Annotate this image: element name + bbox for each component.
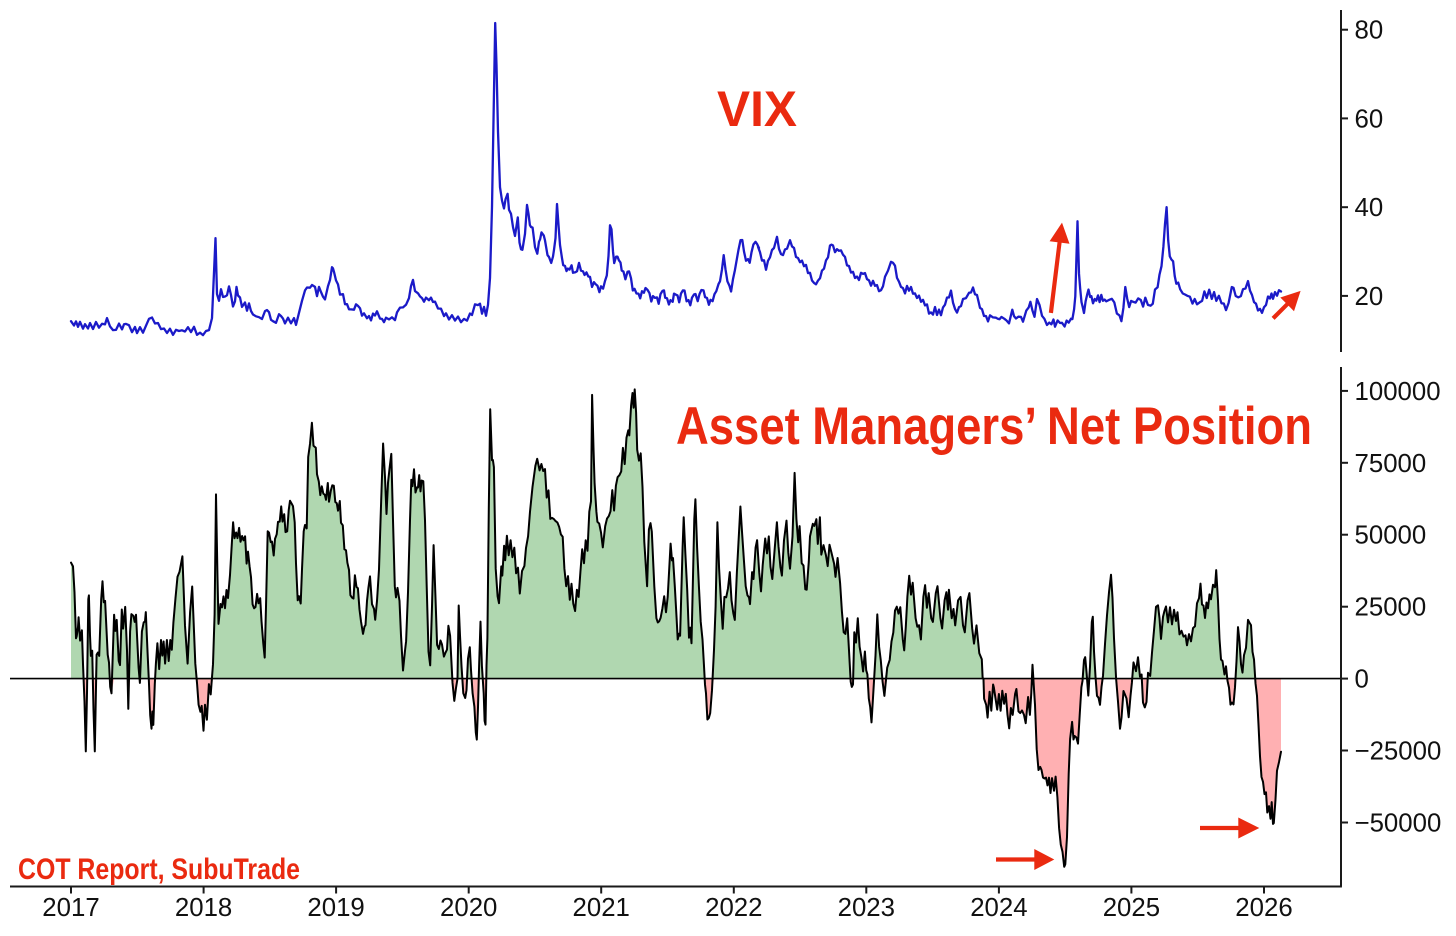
svg-text:2017: 2017	[42, 894, 99, 922]
svg-text:2023: 2023	[838, 894, 895, 922]
svg-text:2020: 2020	[440, 894, 497, 922]
svg-text:−50000: −50000	[1355, 810, 1442, 838]
svg-text:2021: 2021	[573, 894, 630, 922]
svg-text:60: 60	[1355, 105, 1384, 133]
svg-text:−25000: −25000	[1355, 738, 1442, 766]
svg-text:75000: 75000	[1355, 450, 1427, 478]
svg-text:0: 0	[1355, 666, 1369, 694]
svg-text:40: 40	[1355, 194, 1384, 222]
svg-text:Asset Managers’ Net Position: Asset Managers’ Net Position	[676, 397, 1312, 456]
svg-text:2025: 2025	[1103, 894, 1160, 922]
svg-text:2018: 2018	[175, 894, 232, 922]
svg-text:VIX: VIX	[717, 81, 797, 137]
svg-text:2024: 2024	[970, 894, 1027, 922]
svg-text:2019: 2019	[307, 894, 364, 922]
svg-text:50000: 50000	[1355, 522, 1427, 550]
svg-text:25000: 25000	[1355, 594, 1427, 622]
svg-text:2026: 2026	[1235, 894, 1292, 922]
svg-text:COT Report, SubuTrade: COT Report, SubuTrade	[18, 853, 300, 886]
svg-text:20: 20	[1355, 283, 1384, 311]
svg-text:2022: 2022	[705, 894, 762, 922]
svg-text:80: 80	[1355, 17, 1384, 45]
svg-text:100000: 100000	[1355, 378, 1441, 406]
